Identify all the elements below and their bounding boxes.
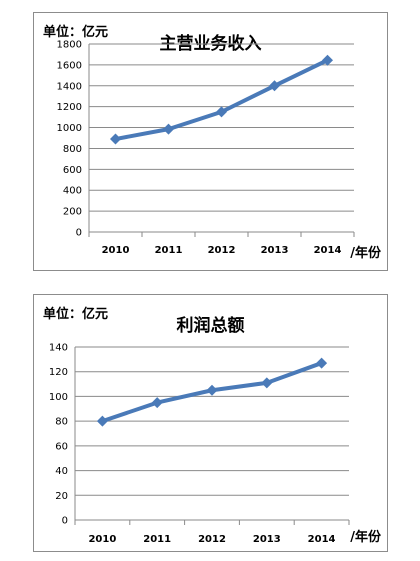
data-point <box>163 123 174 135</box>
y-tick-label: 120 <box>49 367 68 378</box>
x-tick-label: 2011 <box>143 534 171 545</box>
x-axis-label: /年份 <box>350 246 381 261</box>
y-tick-label: 80 <box>55 417 68 428</box>
unit-label: 单位：亿元 <box>43 25 109 40</box>
x-tick-label: 2013 <box>261 245 289 256</box>
y-tick-label: 0 <box>76 228 82 239</box>
y-tick-label: 0 <box>62 516 68 527</box>
unit-label: 单位：亿元 <box>43 307 109 322</box>
data-point <box>96 415 108 427</box>
data-point <box>316 357 328 369</box>
y-tick-label: 1200 <box>57 102 82 113</box>
data-point <box>269 80 280 92</box>
y-tick-label: 800 <box>63 144 82 155</box>
y-tick-label: 1600 <box>57 60 82 71</box>
x-tick-label: 2014 <box>308 534 336 545</box>
data-point <box>110 133 121 145</box>
x-tick-label: 2010 <box>102 245 130 256</box>
y-tick-label: 60 <box>55 441 68 452</box>
y-tick-label: 100 <box>49 392 68 403</box>
y-tick-label: 140 <box>49 343 68 354</box>
chart-title: 利润总额 <box>176 316 245 336</box>
data-point <box>322 54 333 66</box>
revenue-chart-panel: 单位：亿元 主营业务收入 0 200 400 600 800 1000 1200 1400 16… <box>33 12 388 271</box>
data-point <box>261 377 273 389</box>
x-tick-label: 2012 <box>198 534 226 545</box>
x-tick-label: 2012 <box>208 245 236 256</box>
y-tick-label: 1400 <box>57 81 82 92</box>
x-axis-label: /年份 <box>350 530 381 545</box>
x-tick-label: 2014 <box>314 245 342 256</box>
y-tick-label: 20 <box>55 491 68 502</box>
data-point <box>206 384 218 396</box>
y-tick-label: 600 <box>63 165 82 176</box>
y-tick-label: 400 <box>63 186 82 197</box>
y-tick-label: 1000 <box>57 123 82 134</box>
x-tick-label: 2010 <box>88 534 116 545</box>
revenue-line-chart: 0 200 400 600 800 1000 1200 1400 1600 1800 2010 201… <box>57 40 355 256</box>
y-tick-label: 1800 <box>57 40 82 51</box>
y-tick-label: 200 <box>63 207 82 218</box>
data-point <box>216 106 227 118</box>
x-tick-label: 2013 <box>253 534 281 545</box>
profit-line-chart: 0 20 40 60 80 100 120 140 2010 2011 2012 2013 2014 <box>49 343 350 545</box>
profit-chart-panel: 单位：亿元 利润总额 0 20 40 60 80 100 120 140 2010 2011 201… <box>33 294 388 552</box>
x-tick-label: 2011 <box>155 245 183 256</box>
y-tick-label: 40 <box>55 466 68 477</box>
data-point <box>151 397 163 409</box>
